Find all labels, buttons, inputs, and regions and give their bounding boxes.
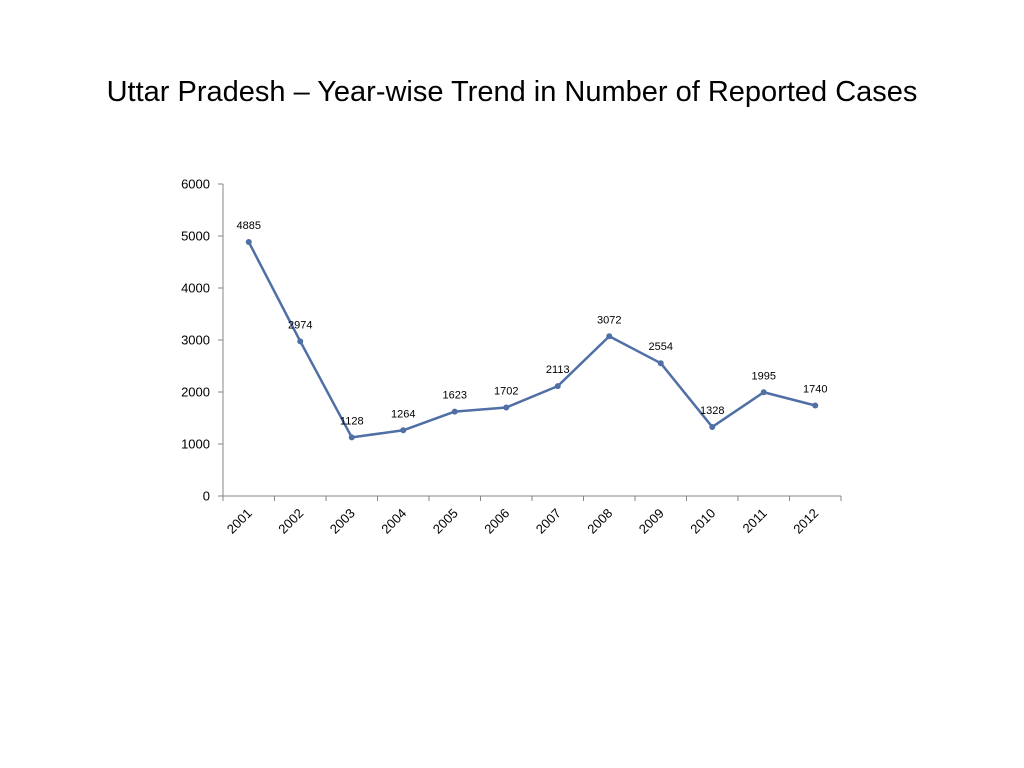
data-label: 2974	[288, 319, 312, 331]
x-tick-label: 2011	[739, 506, 769, 536]
x-tick-label: 2003	[327, 506, 358, 537]
data-point	[760, 389, 767, 396]
data-label: 1740	[803, 384, 827, 396]
y-tick-label: 1000	[181, 437, 210, 452]
data-point	[503, 404, 510, 411]
x-axis: 2001 2002 2003 2004 2005 2006 2007 2008 2009 2010…	[222, 495, 842, 537]
x-tick-label: 2004	[378, 506, 409, 537]
x-tick-label: 2012	[790, 506, 821, 537]
data-label: 2113	[546, 364, 570, 376]
data-point	[245, 238, 252, 245]
series-line	[247, 241, 816, 439]
data-point	[606, 333, 613, 340]
x-tick-label: 2002	[275, 506, 306, 537]
data-label: 1623	[443, 390, 467, 402]
data-label: 3072	[597, 314, 621, 326]
x-tick-label: 2005	[430, 506, 461, 537]
data-label: 1328	[700, 405, 724, 417]
data-label: 4885	[237, 220, 261, 232]
data-point	[400, 427, 407, 434]
series-group	[245, 238, 819, 441]
data-point	[812, 402, 819, 409]
data-labels: 4885 2974 1128 1264 1623 1702 2113 3072 2554 1328…	[237, 220, 828, 427]
x-tick-label: 2008	[584, 506, 615, 537]
slide-title: Uttar Pradesh – Year-wise Trend in Numbe…	[106, 76, 918, 108]
data-label: 1264	[391, 408, 415, 420]
data-point	[297, 338, 304, 345]
data-point	[709, 423, 716, 430]
data-label: 2554	[649, 341, 673, 353]
y-tick-label: 4000	[181, 281, 210, 296]
y-tick-label: 6000	[181, 177, 210, 192]
data-point	[451, 408, 458, 415]
y-axis: 0 1000 2000 3000 4000 5000 6000	[181, 177, 224, 504]
data-point	[657, 360, 664, 367]
x-tick-label: 2001	[224, 506, 255, 537]
y-tick-label: 5000	[181, 229, 210, 244]
x-tick-label: 2010	[687, 506, 718, 537]
data-label: 1995	[752, 370, 776, 382]
data-label: 1702	[494, 385, 518, 397]
data-point	[348, 434, 355, 441]
data-point	[554, 383, 561, 390]
y-tick-label: 0	[203, 489, 210, 504]
x-tick-label: 2007	[533, 506, 564, 537]
data-label: 1128	[340, 415, 364, 427]
y-tick-label: 2000	[181, 385, 210, 400]
x-tick-label: 2009	[636, 506, 667, 537]
x-tick-label: 2006	[481, 506, 512, 537]
y-tick-label: 3000	[181, 333, 210, 348]
